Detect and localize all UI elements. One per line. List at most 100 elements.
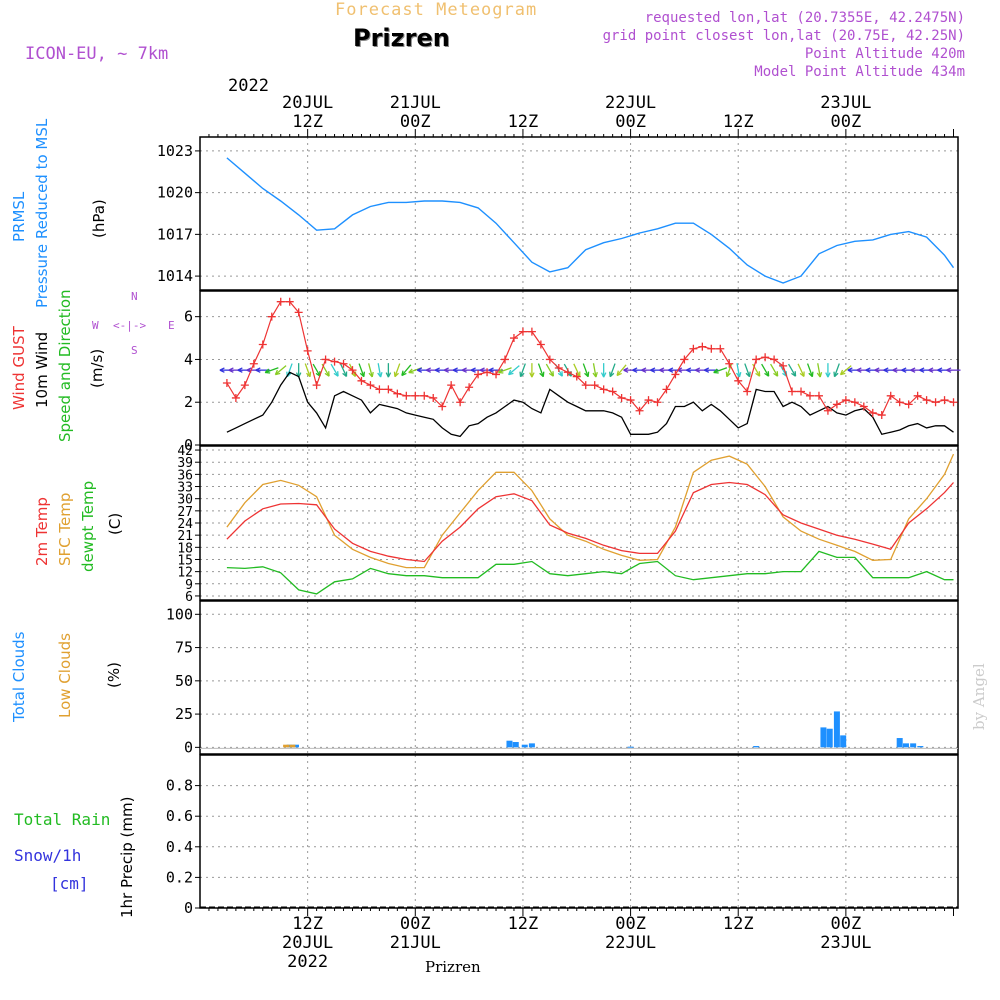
total-clouds-bar <box>917 746 924 748</box>
model-altitude: Model Point Altitude 434m <box>754 64 965 80</box>
gust-point-marker <box>267 312 276 321</box>
ytick-label-pressure: 1023 <box>157 142 193 160</box>
wind-direction-arrowhead <box>883 367 889 371</box>
sfc-temp-series-line <box>226 453 955 569</box>
gust-point-marker <box>285 297 294 306</box>
wind-direction-arrowhead <box>892 369 898 373</box>
wind-direction-arrowhead <box>520 372 525 378</box>
wind-direction-arrowhead <box>695 367 701 371</box>
time-label-bottom: 12Z <box>292 914 323 934</box>
wind-direction-arrowhead <box>425 367 432 371</box>
gust-point-marker <box>913 391 922 400</box>
wind-direction-arrowhead <box>755 372 761 377</box>
gust-point-marker <box>671 370 680 379</box>
wind-direction-arrowhead <box>237 369 243 373</box>
gust-point-marker <box>581 381 590 390</box>
total-clouds-bar <box>833 711 840 748</box>
wind-direction-arrowhead <box>470 367 476 371</box>
dewpt-label: dewpt Temp <box>79 480 97 572</box>
wind-direction-arrowhead <box>901 367 907 371</box>
time-label-bottom: 23JUL <box>820 933 871 953</box>
wind-direction-arrowhead <box>609 372 615 378</box>
wind-direction-arrow <box>573 363 581 377</box>
wind-direction-arrowhead <box>641 367 647 371</box>
total-clouds-bar <box>512 742 519 748</box>
gust-point-marker <box>276 297 285 306</box>
wind-direction-arrowhead <box>856 367 862 371</box>
wind-direction-arrowhead <box>595 372 598 378</box>
wind-direction-arrowhead <box>385 372 389 378</box>
ytick-label-temperature: 30 <box>177 493 193 508</box>
wind-direction-arrowhead <box>408 371 414 374</box>
ytick-label-clouds: 0 <box>184 738 193 756</box>
wind-direction-arrowhead <box>342 372 347 377</box>
total-clouds-bar <box>840 735 847 748</box>
panel-frame-pressure <box>199 136 959 291</box>
wind-direction-arrowhead <box>416 367 423 371</box>
gust-point-marker <box>734 376 743 385</box>
wind-direction-arrowhead <box>219 367 225 371</box>
wind-direction-arrowhead <box>840 372 846 376</box>
wind-direction-arrow <box>787 363 797 377</box>
wind-direction-arrowhead <box>609 371 611 377</box>
ytick-label-precip: 0.4 <box>166 838 193 856</box>
time-label-bottom: 21JUL <box>390 933 441 953</box>
wind-direction-arrowhead <box>773 372 778 377</box>
wind-direction-arrowhead <box>937 369 943 373</box>
wind-direction-arrowhead <box>368 372 373 378</box>
ytick-label-temperature: 21 <box>177 529 193 544</box>
wind-direction-arrowhead <box>847 369 853 373</box>
total-clouds-bar <box>910 743 917 748</box>
wind-direction-arrowhead <box>377 372 382 378</box>
wind-direction-arrowhead <box>603 372 607 378</box>
gust-point-marker <box>420 391 429 400</box>
gust-series-line <box>226 301 954 416</box>
gust-point-marker <box>850 398 859 407</box>
wind-direction-arrowhead <box>725 371 728 377</box>
wind-direction-arrowhead <box>659 369 665 373</box>
time-label-bottom: 12Z <box>508 914 539 934</box>
wind-direction-arrowhead <box>738 372 742 378</box>
wind-direction-arrow <box>377 363 382 378</box>
wind-direction-arrowhead <box>324 372 330 377</box>
wind-direction-arrow <box>761 363 770 377</box>
wind-direction-arrowhead <box>811 371 814 377</box>
wind-direction-arrow <box>582 363 589 377</box>
wind-direction-arrowhead <box>764 372 770 377</box>
wind-direction-arrow <box>592 363 597 378</box>
time-label-top: 12Z <box>723 112 754 132</box>
wind-direction-arrow <box>274 365 287 376</box>
wind-direction-arrow <box>401 364 412 376</box>
gust-point-marker <box>805 391 814 400</box>
ytick-label-pressure: 1020 <box>157 184 193 202</box>
wind-direction-arrowhead <box>874 367 880 371</box>
wind-direction-arrowhead <box>228 369 234 373</box>
gust-point-marker <box>518 327 527 336</box>
wind-direction-arrow <box>304 363 311 377</box>
gust-point-marker <box>456 398 465 407</box>
ytick-label-precip: 0.6 <box>166 807 193 825</box>
wind-direction-arrow <box>744 363 751 377</box>
wind-direction-arrowhead <box>946 367 952 371</box>
wind-direction-arrowhead <box>246 367 252 371</box>
ytick-label-temperature: 18 <box>177 541 193 556</box>
gust-point-marker <box>608 387 617 396</box>
wind-direction-arrowhead <box>686 367 692 371</box>
compass-w: W <box>92 319 99 332</box>
gust-point-marker <box>949 398 958 407</box>
wind-direction-arrowhead <box>393 371 396 377</box>
wind-direction-arrowhead <box>616 370 619 376</box>
wind-direction-arrowhead <box>228 367 234 371</box>
wind-direction-arrow <box>508 365 520 376</box>
wind-direction-arrow <box>713 367 728 374</box>
low-clouds-label: Low Clouds <box>56 633 74 718</box>
snow-label: Snow/1h <box>14 846 82 865</box>
total-clouds-bar <box>902 743 909 748</box>
wind-direction-arrow <box>770 363 779 377</box>
t2m-label: 2m Temp <box>33 497 51 566</box>
gust-point-marker <box>554 364 563 372</box>
gust-point-marker <box>339 359 348 368</box>
grid-point-coords: grid point closest lon,lat (20.75E, 42.2… <box>602 28 965 44</box>
wind-direction-arrowhead <box>600 372 605 378</box>
precip-axis-label: 1hr Precip (mm) <box>118 796 136 918</box>
